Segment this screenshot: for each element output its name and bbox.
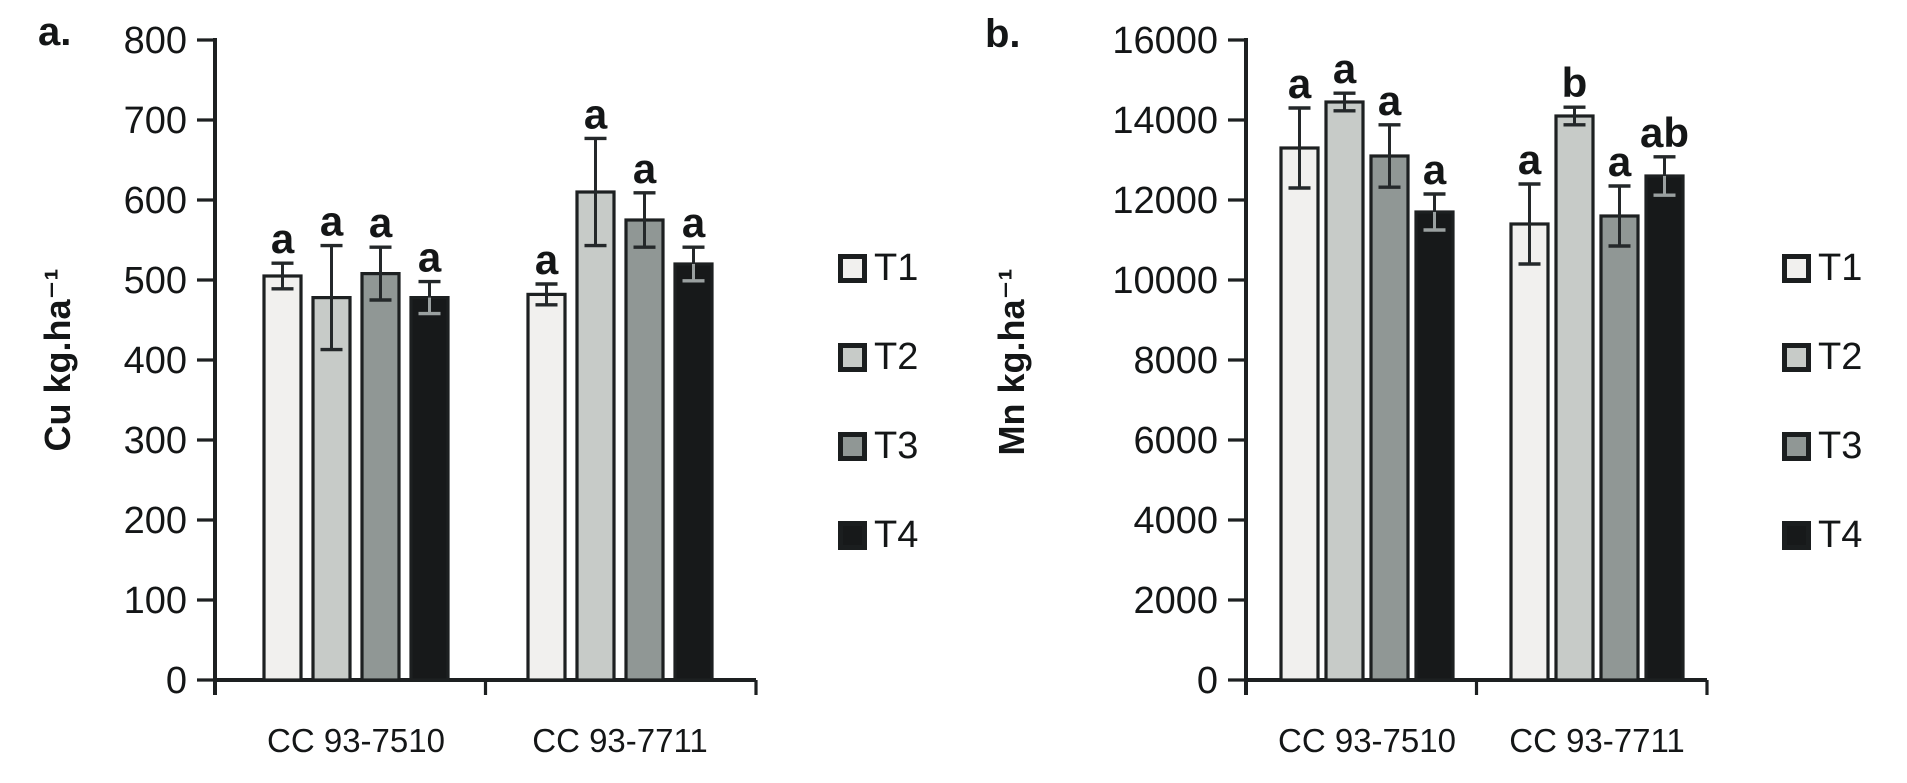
significance-letter-a-t1-cc-93-7711: a [535,236,559,283]
legend-swatch-a-t3 [838,431,867,461]
y-tick-label-b: 14000 [1112,100,1218,142]
y-tick-label-a: 500 [124,260,187,302]
legend-label-a-t2: T2 [874,336,919,378]
y-tick-label-a: 800 [124,20,187,62]
y-tick-label-b: 2000 [1133,580,1218,622]
y-tick-label-b: 8000 [1133,340,1218,382]
y-tick-label-b: 0 [1197,660,1218,702]
x-category-label-a-1: CC 93-7510 [267,722,445,759]
y-tick-label-a: 600 [124,180,187,222]
significance-letter-b-t1-cc-93-7510: a [1288,60,1312,107]
x-category-label-b-2: CC 93-7711 [1509,722,1685,759]
legend-swatch-a-t4 [838,520,867,550]
legend-item-a-t1: T1 [838,249,918,287]
bar-a-t4-cc-93-7711 [673,262,714,682]
y-tick-label-a: 100 [124,580,187,622]
x-category-label-b-1: CC 93-7510 [1278,722,1456,759]
significance-letter-a-t2-cc-93-7510: a [320,198,344,245]
legend-label-b-t1: T1 [1818,247,1863,289]
y-tick-label-a: 200 [124,500,187,542]
legend-label-b-t4: T4 [1818,514,1863,556]
bar-b-t4-cc-93-7510 [1414,210,1455,682]
y-tick-label-a: 300 [124,420,187,462]
bar-a-t2-cc-93-7711 [575,190,616,682]
bar-a-t1-cc-93-7510 [262,274,303,682]
significance-letter-b-t3-cc-93-7510: a [1378,77,1402,124]
legend-item-a-t2: T2 [838,338,918,376]
bar-b-t3-cc-93-7711 [1599,214,1640,682]
bar-b-t3-cc-93-7510 [1369,154,1410,682]
panel-b-label: b. [985,12,1021,56]
bar-a-t2-cc-93-7510 [311,296,352,682]
significance-letter-a-t3-cc-93-7510: a [369,199,393,246]
bar-b-t2-cc-93-7510 [1324,100,1365,682]
bar-b-t2-cc-93-7711 [1554,114,1595,682]
legend-label-b-t3: T3 [1818,425,1863,467]
legend-label-a-t1: T1 [874,247,919,289]
significance-letter-b-t1-cc-93-7711: a [1518,136,1542,183]
legend-item-a-t4: T4 [838,516,918,554]
x-category-label-a-2: CC 93-7711 [532,722,708,759]
significance-letter-a-t1-cc-93-7510: a [271,215,295,262]
significance-letter-a-t3-cc-93-7711: a [633,145,657,192]
significance-letter-a-t2-cc-93-7711: a [584,90,608,137]
y-tick-label-b: 4000 [1133,500,1218,542]
legend-label-b-t2: T2 [1818,336,1863,378]
y-tick-label-b: 12000 [1112,180,1218,222]
legend-label-a-t4: T4 [874,514,919,556]
y-tick-label-b: 16000 [1112,20,1218,62]
significance-letter-b-t4-cc-93-7510: a [1423,146,1447,193]
bar-a-t4-cc-93-7510 [409,296,450,682]
y-tick-label-a: 700 [124,100,187,142]
significance-letter-a-t4-cc-93-7510: a [418,234,442,281]
bar-a-t1-cc-93-7711 [526,292,567,682]
legend-swatch-a-t1 [838,253,867,283]
bar-b-t1-cc-93-7711 [1509,222,1550,682]
significance-letter-a-t4-cc-93-7711: a [682,199,706,246]
legend-swatch-b-t1 [1782,253,1811,283]
legend-label-a-t3: T3 [874,425,919,467]
significance-letter-b-t2-cc-93-7711: b [1562,59,1588,106]
legend-swatch-b-t4 [1782,520,1811,550]
significance-letter-b-t4-cc-93-7711: ab [1640,109,1689,156]
y-tick-label-b: 10000 [1112,260,1218,302]
y-tick-label-a: 0 [166,660,187,702]
legend-item-b-t1: T1 [1782,249,1862,287]
legend-item-b-t3: T3 [1782,427,1862,465]
legend-swatch-b-t2 [1782,342,1811,372]
legend-item-b-t4: T4 [1782,516,1862,554]
legend-swatch-a-t2 [838,342,867,372]
legend-swatch-b-t3 [1782,431,1811,461]
significance-letter-b-t2-cc-93-7510: a [1333,45,1357,92]
y-tick-label-b: 6000 [1133,420,1218,462]
y-tick-label-a: 400 [124,340,187,382]
bar-a-t3-cc-93-7510 [360,272,401,682]
bar-b-t1-cc-93-7510 [1279,146,1320,682]
panel-a-label: a. [38,10,72,54]
legend-item-a-t3: T3 [838,427,918,465]
bar-b-t4-cc-93-7711 [1644,174,1685,682]
bar-a-t3-cc-93-7711 [624,218,665,682]
legend-item-b-t2: T2 [1782,338,1862,376]
significance-letter-b-t3-cc-93-7711: a [1608,138,1632,185]
